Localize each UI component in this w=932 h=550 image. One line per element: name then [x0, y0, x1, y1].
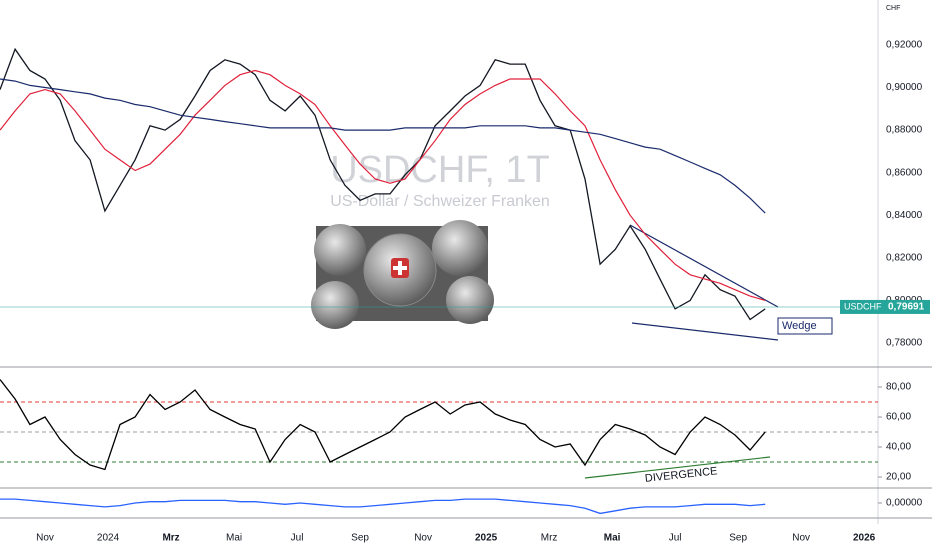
- x-tick-label: Mai: [604, 533, 621, 544]
- wedge-line: [629, 224, 779, 308]
- y-tick-label: 0,86000: [886, 167, 923, 178]
- watermark-subtitle: US-Dollar / Schweizer Franken: [330, 193, 550, 210]
- y-tick-label: 0,92000: [886, 40, 923, 51]
- series-line: [0, 379, 766, 471]
- currency: CHF: [886, 5, 900, 12]
- x-tick-label: Sep: [729, 533, 747, 544]
- y-tick-label: 0,88000: [886, 125, 923, 136]
- series-line: [0, 47, 766, 321]
- coin-image: [311, 220, 494, 329]
- x-tick-label: Sep: [351, 533, 369, 544]
- price-tag: [840, 299, 930, 314]
- y-tick-label: 0,84000: [886, 210, 923, 221]
- x-tick-label: Jul: [669, 533, 682, 544]
- x-tick-label: Jul: [291, 533, 304, 544]
- watermark-title: USDCHF, 1T: [330, 149, 550, 191]
- y-tick-label: 0,82000: [886, 252, 923, 263]
- x-tick-label: Mrz: [162, 533, 179, 544]
- y-tick-label: 40,00: [886, 442, 911, 453]
- y-tick-label: 80,00: [886, 382, 911, 393]
- x-tick-label: Nov: [792, 533, 810, 544]
- series-line: [0, 69, 766, 301]
- series-line: [0, 498, 766, 515]
- x-tick-label: Mrz: [541, 533, 558, 544]
- symbol-label: USDCHF: [844, 301, 882, 311]
- y-tick-label: 0,90000: [886, 82, 923, 93]
- x-tick-label: Mai: [226, 533, 242, 544]
- divergence-line: [584, 456, 771, 479]
- y-tick-label: 20,00: [886, 472, 911, 483]
- y-tick-label: 0,78000: [886, 338, 923, 349]
- x-tick-label: 2025: [475, 533, 498, 544]
- x-tick-label: Nov: [414, 533, 432, 544]
- price-label: 0,79691: [888, 302, 925, 313]
- wedge-line: [631, 322, 779, 341]
- x-tick-label: Nov: [36, 533, 54, 544]
- series-line: [0, 78, 766, 214]
- x-tick-label: 2024: [97, 533, 120, 544]
- y-tick-label: 60,00: [886, 412, 911, 423]
- y-tick-label: 0,00000: [886, 498, 923, 509]
- annotation-box: [777, 317, 833, 335]
- x-tick-label: 2026: [853, 533, 876, 544]
- annotation: Wedge: [782, 320, 817, 332]
